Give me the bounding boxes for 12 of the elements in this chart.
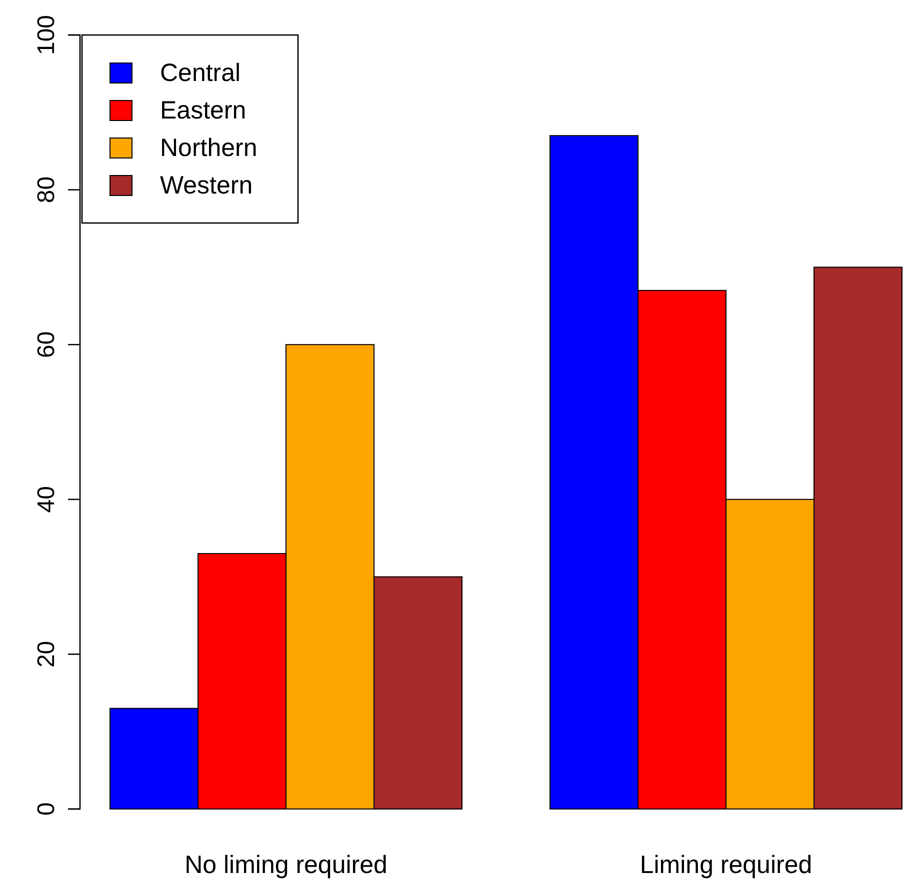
y-tick-label: 0 [33,802,60,816]
y-tick-label: 80 [33,176,60,204]
legend-label: Northern [160,134,258,162]
y-tick-label: 60 [33,331,60,358]
legend-label: Western [160,172,253,200]
legend-label: Eastern [160,96,246,124]
y-tick-label: 100 [33,14,60,56]
legend-label: Central [160,59,241,87]
x-tick-label: Liming required [640,851,812,879]
y-tick-label: 40 [33,486,60,513]
x-tick-label: No liming required [184,851,388,879]
y-tick-label: 20 [33,640,60,668]
